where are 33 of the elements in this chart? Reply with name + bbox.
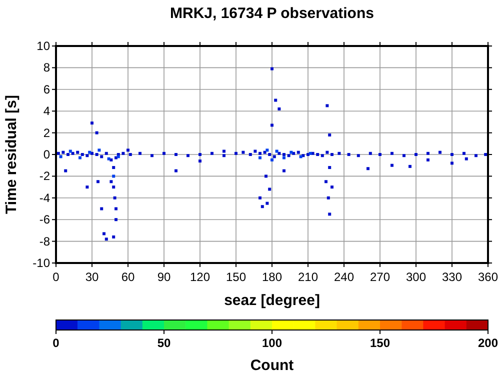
color-bar-label: 200 bbox=[478, 336, 498, 350]
color-bar-label: 0 bbox=[52, 336, 60, 350]
y-tick-label: -6 bbox=[39, 212, 50, 227]
x-tick-label: 210 bbox=[298, 270, 318, 284]
x-tick-label: 0 bbox=[52, 270, 60, 284]
color-bar-title: Count bbox=[250, 357, 294, 374]
y-tick-label: 6 bbox=[43, 82, 50, 96]
y-tick-label: 4 bbox=[43, 104, 50, 118]
color-bar-label: 50 bbox=[157, 336, 171, 350]
x-tick-label: 270 bbox=[370, 270, 390, 284]
y-axis-title: Time residual [s] bbox=[3, 95, 20, 214]
color-bar-label: 100 bbox=[262, 336, 282, 350]
x-tick-label: 240 bbox=[334, 270, 354, 284]
chart-title: MRKJ, 16734 P observations bbox=[170, 5, 374, 22]
color-bar-label: 150 bbox=[370, 336, 390, 350]
x-tick-label: 30 bbox=[85, 270, 99, 284]
y-tick-label: -4 bbox=[39, 190, 50, 205]
x-tick-label: 90 bbox=[157, 270, 171, 284]
x-tick-label: 150 bbox=[226, 270, 246, 284]
x-tick-label: 360 bbox=[478, 270, 498, 284]
x-tick-label: 120 bbox=[190, 270, 210, 284]
y-tick-label: 2 bbox=[43, 126, 50, 140]
y-tick-label: 10 bbox=[36, 39, 50, 53]
x-tick-label: 300 bbox=[406, 270, 426, 284]
x-tick-label: 180 bbox=[262, 270, 282, 284]
y-tick-label: 0 bbox=[43, 148, 50, 162]
y-tick-label: -8 bbox=[39, 234, 50, 248]
y-tick-label: -2 bbox=[39, 169, 50, 184]
x-axis-title: seaz [degree] bbox=[224, 292, 320, 309]
x-tick-label: 60 bbox=[121, 270, 135, 284]
y-tick-label: 8 bbox=[43, 60, 50, 75]
y-tick-label: -10 bbox=[32, 256, 50, 270]
x-tick-label: 330 bbox=[442, 270, 462, 284]
